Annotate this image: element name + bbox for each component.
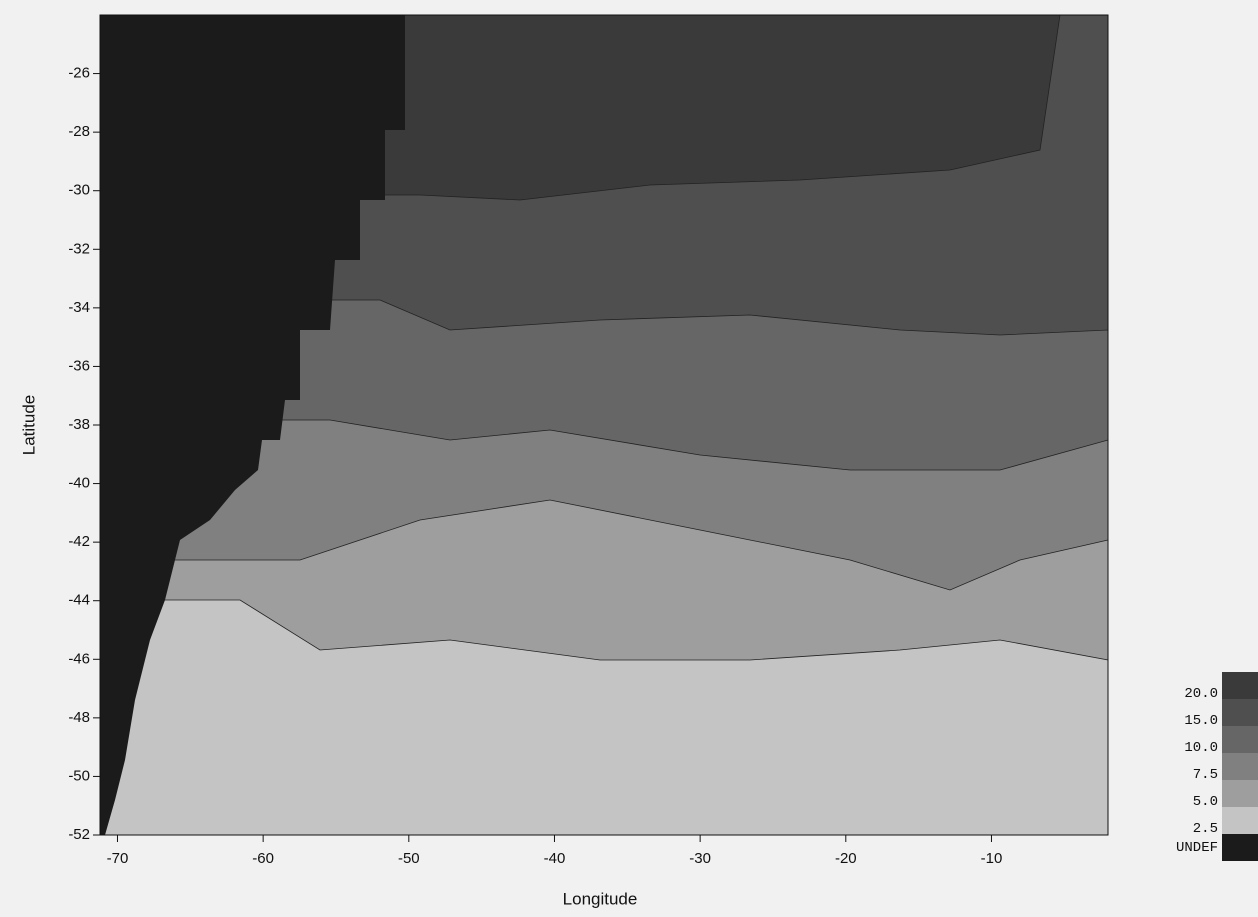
legend-swatch — [1222, 834, 1258, 861]
legend-swatch — [1222, 672, 1258, 699]
y-tick-label: -40 — [68, 475, 90, 492]
y-tick-label: -26 — [68, 65, 90, 82]
y-tick-label: -42 — [68, 533, 90, 550]
x-tick-label: -60 — [252, 850, 274, 867]
legend-label: 15.0 — [1184, 713, 1218, 729]
x-tick-label: -10 — [981, 850, 1003, 867]
y-tick-label: -52 — [68, 826, 90, 843]
y-tick-label: -50 — [68, 767, 90, 784]
y-tick-label: -28 — [68, 123, 90, 140]
undefined-region — [100, 15, 405, 835]
legend-swatch — [1222, 726, 1258, 753]
legend-swatch — [1222, 780, 1258, 807]
y-tick-label: -34 — [68, 299, 90, 316]
legend-swatch — [1222, 699, 1258, 726]
legend-label: 20.0 — [1184, 686, 1218, 702]
y-tick-label: -48 — [68, 709, 90, 726]
legend-swatch — [1222, 753, 1258, 780]
legend-label: 7.5 — [1193, 767, 1218, 783]
x-tick-label: -20 — [835, 850, 857, 867]
legend-label: 10.0 — [1184, 740, 1218, 756]
y-tick-label: -30 — [68, 182, 90, 199]
y-tick-label: -46 — [68, 650, 90, 667]
x-tick-label: -50 — [398, 850, 420, 867]
x-tick-label: -70 — [107, 850, 129, 867]
legend-label: 2.5 — [1193, 821, 1218, 837]
legend-label: UNDEF — [1176, 840, 1218, 856]
y-tick-label: -38 — [68, 416, 90, 433]
legend-swatch — [1222, 807, 1258, 834]
x-axis-label: Longitude — [563, 889, 638, 908]
y-tick-label: -44 — [68, 592, 90, 609]
y-tick-label: -36 — [68, 357, 90, 374]
y-axis-label: Latitude — [19, 395, 38, 456]
legend-label: 5.0 — [1193, 794, 1218, 810]
y-tick-label: -32 — [68, 240, 90, 257]
x-tick-label: -30 — [689, 850, 711, 867]
x-tick-label: -40 — [544, 850, 566, 867]
